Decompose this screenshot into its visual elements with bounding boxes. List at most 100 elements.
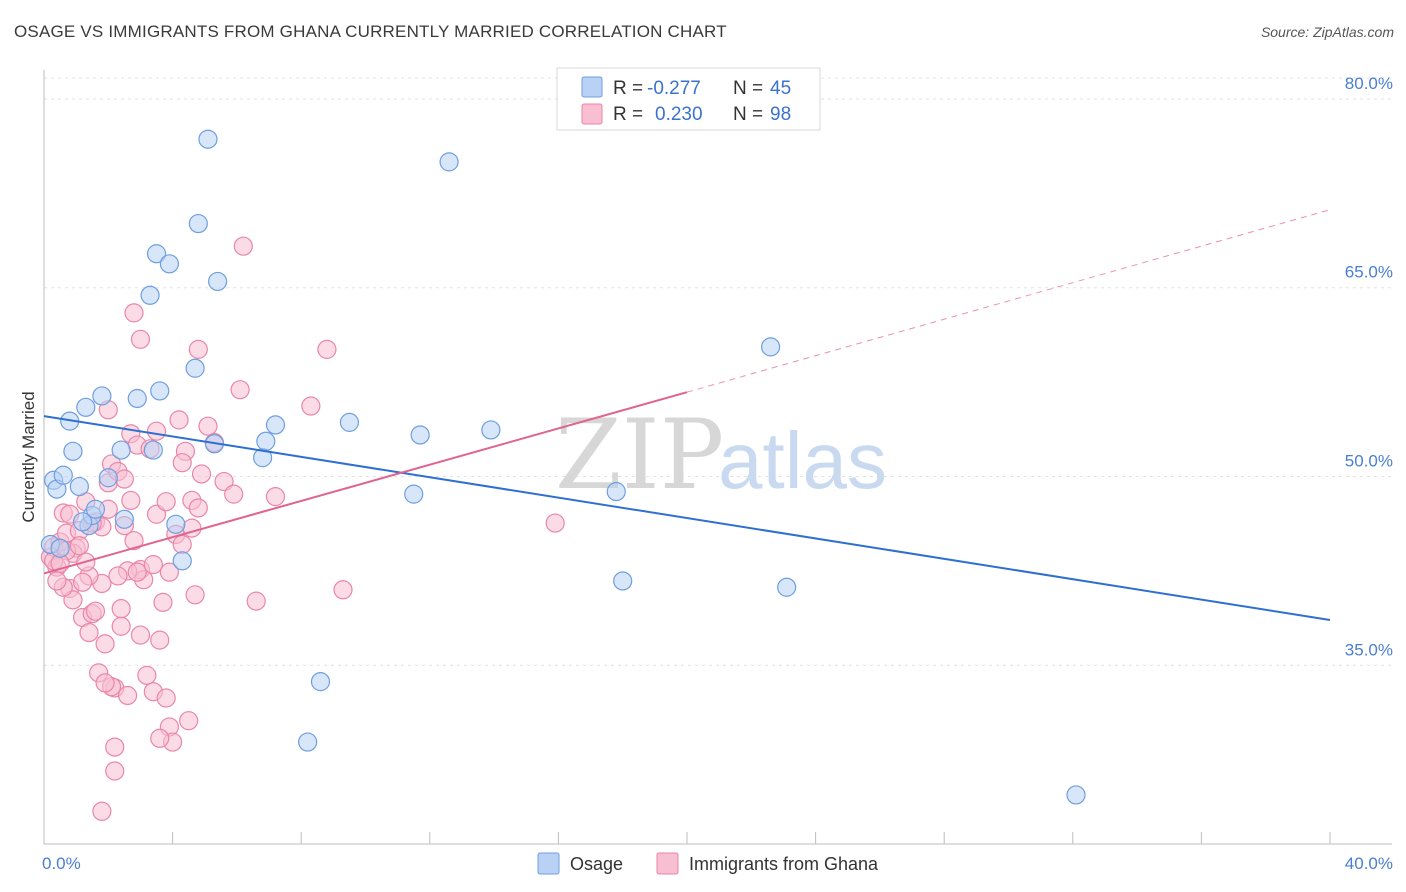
osage-trend-line [43, 415, 1331, 621]
ghana-point-35 [153, 592, 173, 612]
legend-osage-r-label: R = [613, 78, 643, 99]
osage-point-5 [69, 476, 89, 497]
ghana-point-34 [150, 630, 170, 650]
osage-point-44 [72, 512, 93, 532]
osage-point-35 [439, 152, 459, 172]
osage-point-9 [85, 499, 106, 519]
legend-ghana-r-label: R = [613, 104, 643, 125]
ghana-point-61 [188, 339, 208, 359]
ghana-point-36 [156, 492, 176, 512]
ghana-point-73 [92, 801, 112, 821]
ghana-point-81 [143, 555, 163, 575]
ghana-point-45 [185, 585, 205, 605]
watermark-zip: ZIP [555, 399, 724, 511]
osage-point-40 [777, 577, 797, 597]
ghana-point-52 [230, 380, 250, 400]
osage-point-29 [265, 415, 286, 435]
osage-point-13 [114, 509, 134, 529]
ghana-point-48 [198, 416, 218, 436]
osage-point-11 [98, 468, 118, 488]
osage-point-10 [92, 386, 112, 406]
legend-ghana-r-value: 0.230 [655, 104, 703, 125]
y-axis-label: Currently Married [19, 391, 38, 522]
ghana-point-24 [117, 685, 138, 706]
ghana-point-51 [224, 484, 244, 504]
correlation-legend: R = -0.277 N = 45 R = 0.230 N = 98 [556, 67, 821, 131]
ghana-point-87 [121, 490, 141, 511]
osage-point-22 [185, 358, 205, 378]
ghana-point-89 [159, 562, 179, 582]
osage-point-30 [310, 672, 331, 692]
x-tick-label-min: 0.0% [42, 854, 81, 873]
y-tick-label-35: 35.0% [1345, 640, 1393, 659]
ghana-point-60 [130, 329, 151, 349]
ghana-point-53 [233, 236, 253, 256]
ghana-point-30 [137, 665, 157, 685]
osage-point-17 [146, 244, 167, 264]
ghana-point-95 [72, 572, 93, 592]
osage-point-20 [166, 514, 186, 534]
osage-point-28 [256, 431, 276, 451]
osage-point-16 [143, 440, 163, 460]
ghana-point-92 [108, 566, 128, 586]
osage-point-37 [606, 482, 626, 502]
osage-point-19 [159, 254, 179, 274]
ghana-point-12 [79, 622, 99, 643]
osage-point-12 [111, 440, 131, 460]
legend-swatch-osage [581, 76, 603, 98]
osage-point-33 [404, 484, 424, 504]
osage-point-21 [172, 551, 192, 571]
ghana-point-88 [130, 625, 151, 645]
ghana-point-47 [191, 464, 212, 484]
ghana-point-67 [85, 601, 106, 621]
watermark: ZIP atlas [555, 399, 887, 511]
osage-point-4 [63, 441, 83, 461]
osage-point-24 [198, 129, 218, 149]
ghana-point-55 [265, 487, 286, 507]
ghana-point-41 [172, 534, 192, 555]
ghana-point-93 [545, 513, 565, 533]
trend-lines [43, 209, 1331, 621]
grid-lines [44, 77, 1392, 666]
series-legend-osage: Osage [570, 854, 623, 874]
osage-point-43 [50, 538, 70, 558]
ghana-point-43 [179, 711, 199, 731]
source-credit: Source: ZipAtlas.com [1260, 24, 1394, 40]
ghana-point-91 [95, 673, 115, 693]
legend-osage-r-value: -0.277 [647, 78, 701, 99]
ghana-point-58 [333, 580, 353, 600]
osage-point-41 [1066, 785, 1086, 805]
ghana-point-22 [111, 616, 131, 636]
ghana-trend-extension [686, 209, 1331, 393]
ghana-trend-line [43, 391, 688, 575]
ghana-point-40 [169, 410, 189, 430]
osage-point-26 [208, 271, 228, 292]
ghana-point-70 [150, 728, 170, 748]
legend-swatch-ghana [581, 103, 603, 125]
osage-point-32 [339, 412, 360, 432]
ghana-point-54 [246, 591, 266, 611]
ghana-point-26 [124, 531, 144, 551]
x-tick-marks [172, 832, 1331, 844]
osage-point-6 [76, 397, 96, 417]
ghana-points [40, 236, 565, 821]
y-tick-labels: 35.0% 50.0% 65.0% 80.0% [1345, 74, 1393, 659]
ghana-point-85 [47, 571, 67, 591]
ghana-point-17 [95, 634, 115, 654]
ghana-point-72 [105, 761, 125, 781]
legend-osage-n-label: N = [733, 78, 763, 99]
osage-point-2 [53, 465, 73, 485]
x-tick-label-max: 40.0% [1345, 854, 1393, 873]
osage-point-36 [481, 420, 501, 440]
ghana-point-82 [156, 688, 176, 708]
osage-point-38 [613, 571, 633, 591]
y-tick-label-50: 50.0% [1345, 452, 1393, 471]
axes [43, 70, 1392, 845]
series-legend: Osage Immigrants from Ghana [537, 852, 879, 875]
ghana-point-97 [114, 469, 134, 489]
y-tick-label-65: 65.0% [1345, 263, 1393, 282]
osage-point-23 [188, 213, 208, 234]
ghana-point-56 [301, 396, 321, 416]
y-tick-label-80: 80.0% [1345, 74, 1393, 93]
